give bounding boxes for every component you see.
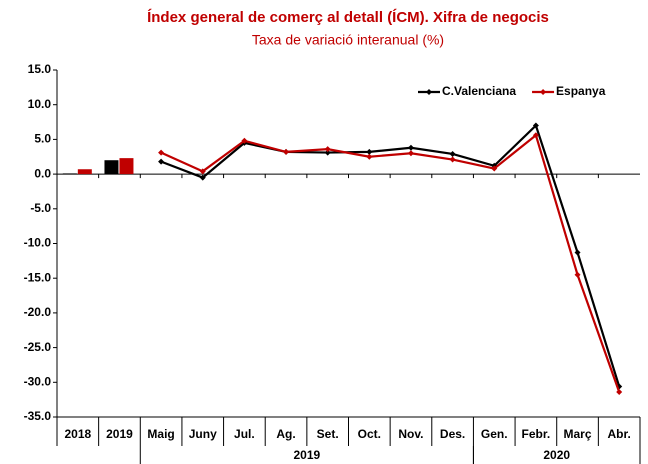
y-tick-label: -15.0	[24, 270, 52, 284]
bar	[62, 173, 77, 175]
marker	[449, 156, 456, 163]
x-tick-label: Jul.	[234, 427, 255, 441]
y-tick-label: 0.0	[34, 166, 51, 180]
marker	[324, 149, 331, 156]
marker	[532, 122, 539, 129]
x-tick-label: 2019	[106, 427, 133, 441]
marker	[407, 150, 414, 157]
marker	[199, 174, 206, 181]
x-tick-label: Maig	[147, 427, 174, 441]
chart-title: Índex general de comerç al detall (ÍCM).…	[147, 9, 549, 26]
x-tick-label: Gen.	[481, 427, 508, 441]
bar	[104, 160, 119, 175]
y-tick-label: -35.0	[24, 409, 52, 423]
x-tick-label: Des.	[440, 427, 465, 441]
x-tick-label: Set.	[317, 427, 339, 441]
bar	[77, 169, 92, 175]
y-tick-label: -10.0	[24, 236, 52, 250]
x-tick-label: 2018	[64, 427, 91, 441]
chart-subtitle: Taxa de variació interanual (%)	[252, 32, 444, 48]
legend-label: Espanya	[556, 84, 606, 98]
marker	[366, 153, 373, 160]
y-tick-label: -20.0	[24, 305, 52, 319]
marker	[158, 158, 165, 165]
y-tick-label: 15.0	[28, 62, 52, 76]
marker	[241, 137, 248, 144]
x-tick-label: Nov.	[398, 427, 423, 441]
x-tick-label: Juny	[189, 427, 217, 441]
marker	[199, 168, 206, 175]
x-tick-label: Oct.	[358, 427, 381, 441]
y-tick-label: -5.0	[30, 201, 51, 215]
group-label: 2019	[294, 448, 321, 462]
marker	[532, 132, 539, 139]
x-tick-label: Febr.	[522, 427, 551, 441]
x-tick-label: Març	[564, 427, 592, 441]
marker	[158, 149, 165, 156]
marker	[574, 249, 581, 256]
x-tick-label: Ag.	[276, 427, 295, 441]
y-tick-label: -30.0	[24, 374, 52, 388]
legend-marker	[540, 89, 547, 95]
marker	[449, 150, 456, 157]
x-tick-label: Abr.	[608, 427, 631, 441]
bar	[119, 158, 134, 175]
group-label: 2020	[543, 448, 570, 462]
marker	[407, 144, 414, 151]
y-tick-label: 5.0	[34, 132, 51, 146]
marker	[616, 389, 623, 396]
y-tick-label: 10.0	[28, 97, 52, 111]
marker	[283, 148, 290, 155]
marker	[574, 271, 581, 278]
legend-marker	[426, 89, 432, 95]
marker	[366, 148, 373, 155]
marker	[491, 165, 498, 172]
line	[160, 123, 621, 387]
marker	[324, 146, 331, 153]
line	[160, 133, 621, 393]
legend-label: C.Valenciana	[442, 84, 516, 98]
y-tick-label: -25.0	[24, 340, 52, 354]
